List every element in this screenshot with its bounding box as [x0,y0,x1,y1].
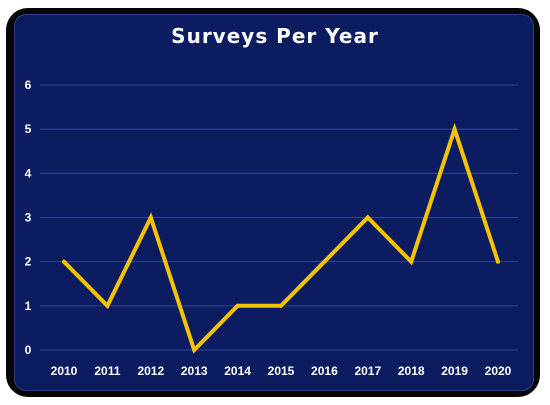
x-tick-label: 2016 [311,364,338,378]
y-axis-ticks: 0 1 2 3 4 5 6 [25,78,32,357]
data-point [409,259,414,264]
x-tick-label: 2011 [94,364,120,378]
grid-lines [40,84,518,351]
x-tick-label: 2013 [181,364,208,378]
data-point [452,127,457,132]
x-tick-label: 2020 [485,364,512,378]
x-tick-label: 2018 [398,364,425,378]
chart-title: Surveys Per Year [171,24,379,48]
x-tick-label: 2019 [441,364,468,378]
x-tick-label: 2010 [51,364,78,378]
x-tick-label: 2012 [137,364,164,378]
x-axis-ticks: 2010 2011 2012 2013 2014 2015 2016 2017 2018 2019… [51,364,512,378]
y-tick-label: 6 [25,78,32,92]
data-point [235,303,240,308]
data-point [105,303,110,308]
data-point [365,215,370,220]
data-point [496,259,500,264]
data-point [148,215,153,220]
x-tick-label: 2017 [354,364,381,378]
data-point [279,303,283,308]
series-line [62,122,500,354]
y-tick-label: 0 [25,343,32,357]
data-points [62,127,500,352]
data-point [192,348,197,352]
data-point [322,259,327,264]
y-tick-label: 1 [25,299,32,313]
y-tick-label: 2 [25,255,32,269]
y-tick-label: 3 [25,211,32,225]
y-tick-label: 4 [25,166,32,180]
x-tick-label: 2014 [224,364,251,378]
data-point [62,259,66,264]
y-tick-label: 5 [25,122,32,136]
x-tick-label: 2015 [268,364,295,378]
chart-panel [14,14,534,391]
